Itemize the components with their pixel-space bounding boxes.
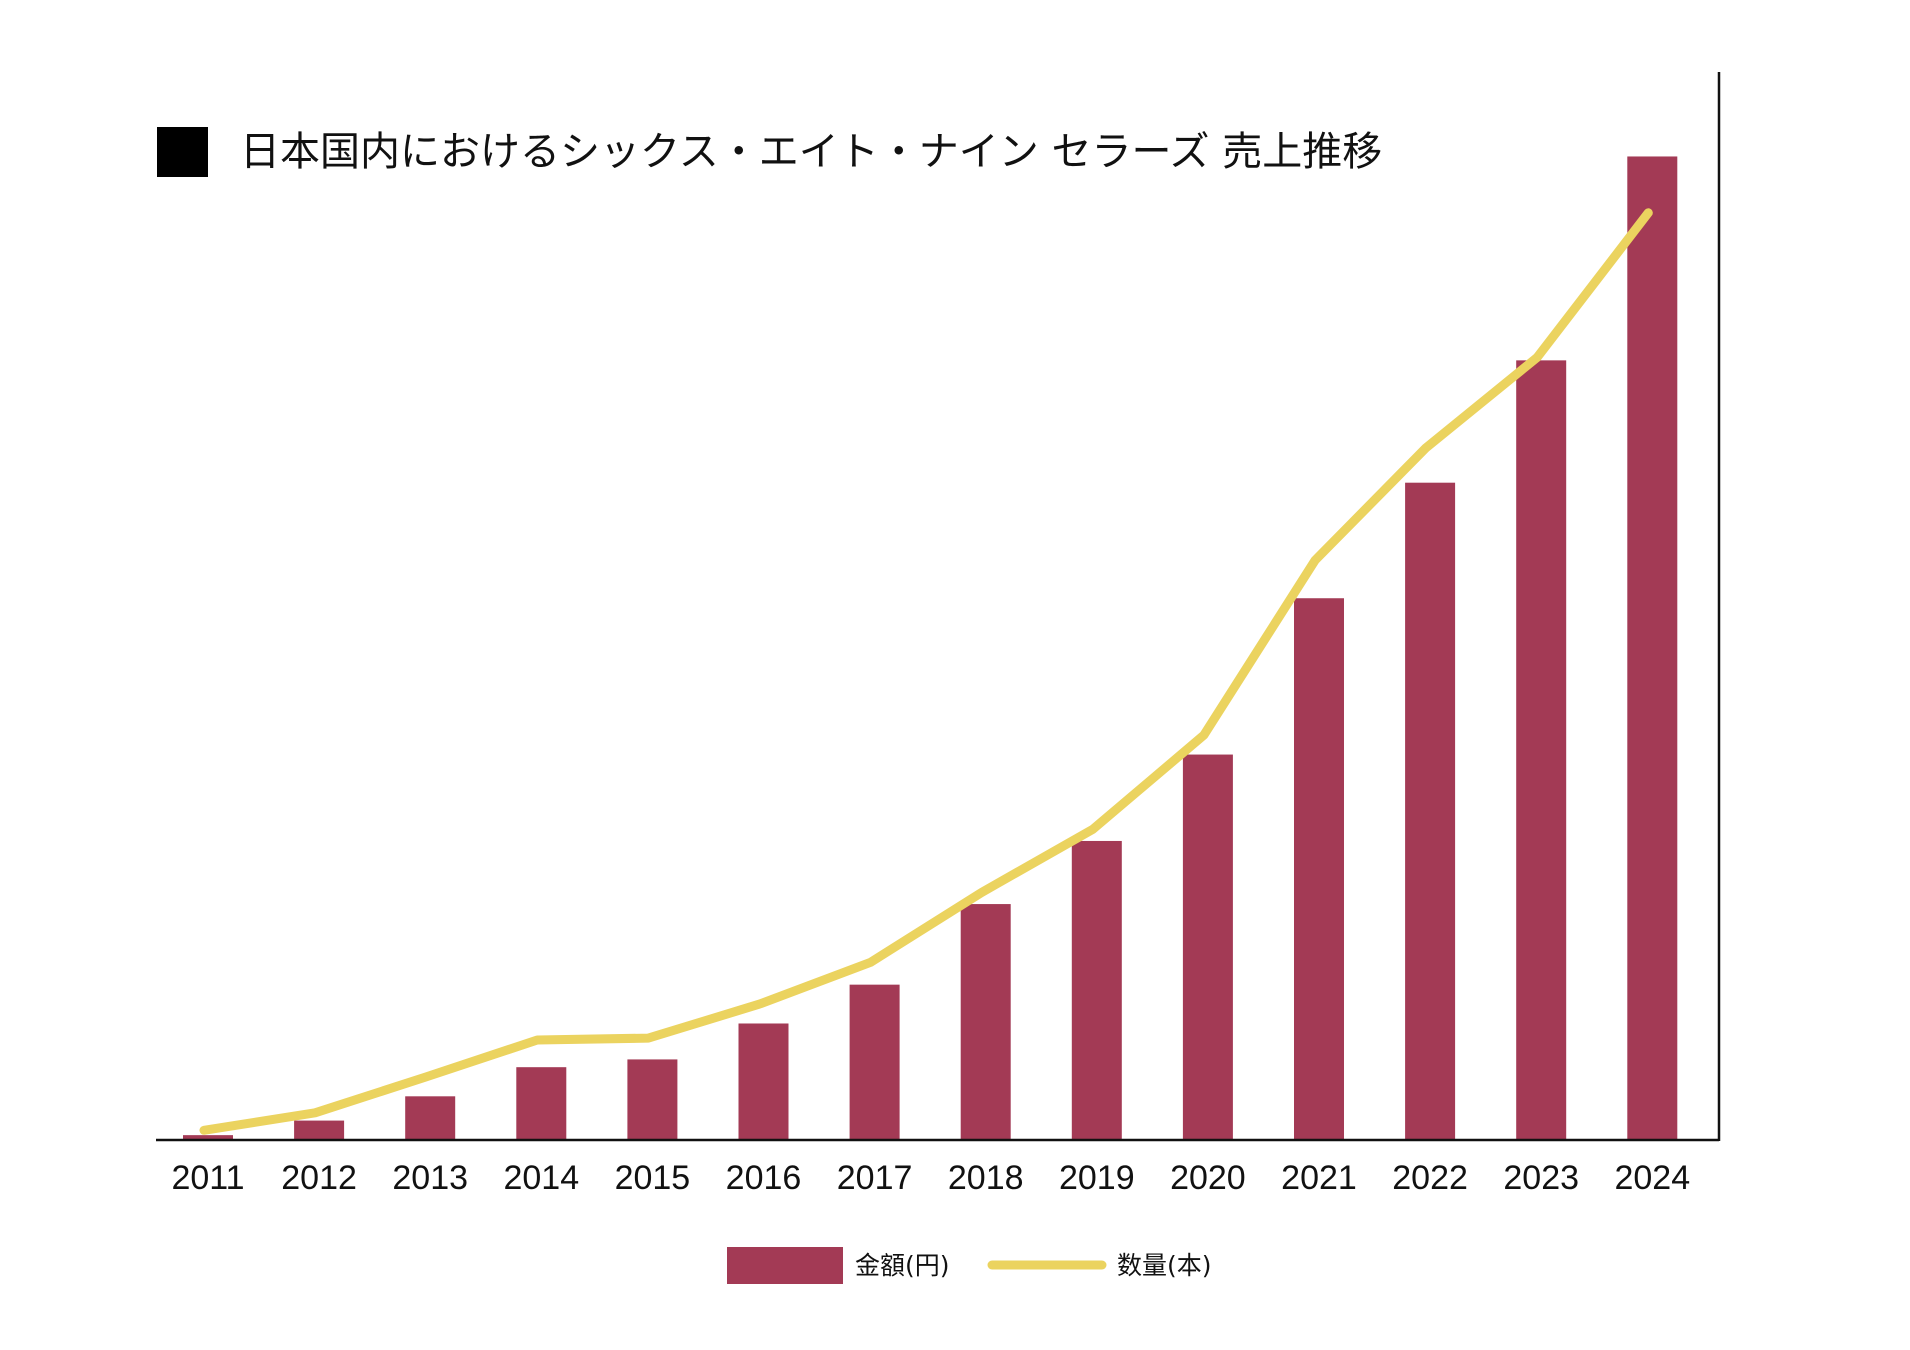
bar-2019 <box>1071 840 1122 1140</box>
x-tick-label-2016: 2016 <box>726 1159 802 1197</box>
line-series-quantity <box>199 208 1653 1135</box>
x-tick-label-2020: 2020 <box>1170 1159 1246 1197</box>
x-tick-label-2011: 2011 <box>171 1159 244 1197</box>
x-tick-label-2017: 2017 <box>837 1159 913 1197</box>
chart-title: 日本国内におけるシックス・エイト・ナイン セラーズ 売上推移 <box>240 129 1382 175</box>
x-tick-label-2024: 2024 <box>1614 1159 1690 1197</box>
bar-2012 <box>294 1120 345 1140</box>
x-tick-label-2023: 2023 <box>1503 1159 1579 1197</box>
legend-swatch-amount <box>727 1247 843 1284</box>
x-tick-labels: 2011 2012 2013 2014 2015 2016 2017 2018 2019 2020… <box>171 1159 1690 1197</box>
x-tick-label-2013: 2013 <box>392 1159 468 1197</box>
x-tick-label-2018: 2018 <box>948 1159 1024 1197</box>
x-tick-label-2012: 2012 <box>281 1159 357 1197</box>
bar-2020 <box>1182 754 1233 1140</box>
bar-2023 <box>1516 360 1567 1140</box>
legend: 金額(円) 数量(本) <box>727 1247 1212 1284</box>
bar-2011 <box>183 1135 233 1140</box>
x-tick-label-2019: 2019 <box>1059 1159 1135 1197</box>
legend-label-amount: 金額(円) <box>855 1251 950 1280</box>
bar-2013 <box>405 1096 456 1140</box>
bar-2022 <box>1405 482 1456 1140</box>
title-marker <box>157 127 208 177</box>
bar-2018 <box>960 904 1011 1140</box>
x-tick-label-2021: 2021 <box>1281 1159 1357 1197</box>
x-tick-label-2014: 2014 <box>503 1159 579 1197</box>
bar-2014 <box>516 1067 567 1140</box>
x-tick-label-2015: 2015 <box>615 1159 691 1197</box>
x-tick-label-2022: 2022 <box>1392 1159 1468 1197</box>
bar-2015 <box>627 1059 678 1140</box>
legend-label-quantity: 数量(本) <box>1117 1251 1212 1280</box>
bar-2021 <box>1294 598 1344 1140</box>
bar-series-amount <box>183 156 1678 1140</box>
bar-2016 <box>738 1023 789 1140</box>
bar-2024 <box>1627 156 1678 1140</box>
bar-2017 <box>849 984 900 1140</box>
